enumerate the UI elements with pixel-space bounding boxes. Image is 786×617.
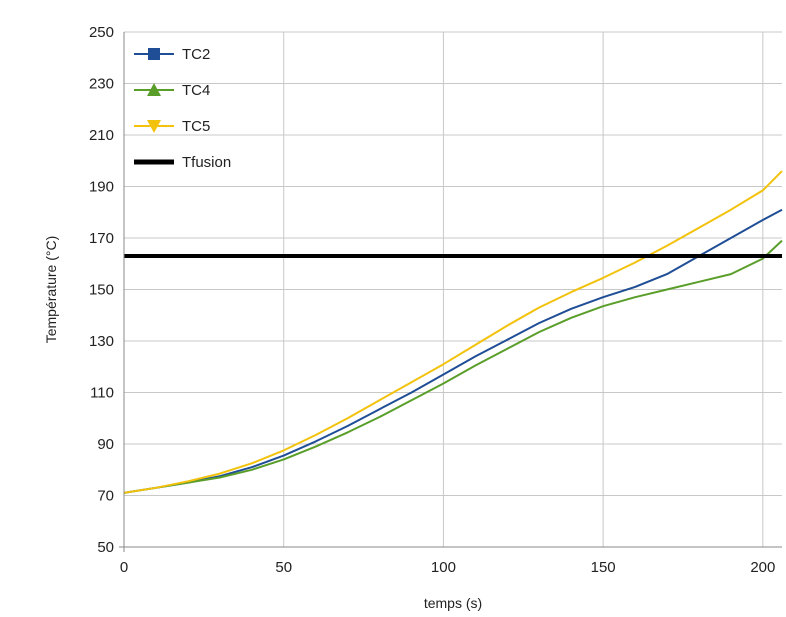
legend-label: Tfusion xyxy=(182,154,231,171)
x-tick-label-0: 0 xyxy=(120,559,128,576)
legend-item-tc5: TC5 xyxy=(134,118,210,135)
y-tick-label-6: 170 xyxy=(89,230,114,247)
y-tick-label-9: 230 xyxy=(89,76,114,93)
series-line-tc4 xyxy=(123,239,783,494)
y-tick-label-10: 250 xyxy=(89,24,114,41)
y-tick-label-7: 190 xyxy=(89,179,114,196)
y-axis-label: Température (°C) xyxy=(43,236,59,344)
legend: TC2 TC4 TC5 Tfusion xyxy=(134,46,231,171)
legend-item-tfusion: Tfusion xyxy=(134,154,231,171)
y-tick-label-0: 50 xyxy=(97,539,114,556)
x-tick-label-1: 50 xyxy=(275,559,292,576)
legend-label: TC5 xyxy=(182,118,210,135)
tick-labels: 50 70 90 110 130 150 170 190 210 230 250 0 50 100 150 2… xyxy=(89,24,775,576)
legend-item-tc4: TC4 xyxy=(134,82,210,99)
grid-lines xyxy=(123,31,782,548)
y-tick-label-2: 90 xyxy=(97,436,114,453)
x-tick-label-2: 100 xyxy=(431,559,456,576)
series-line-tc5 xyxy=(123,170,783,494)
x-tick-label-4: 200 xyxy=(750,559,775,576)
x-axis-label: temps (s) xyxy=(424,595,482,611)
x-tick-label-3: 150 xyxy=(591,559,616,576)
series-line-tc2 xyxy=(123,208,783,494)
series-lines xyxy=(123,170,783,494)
triangle-up-marker-icon xyxy=(147,83,161,96)
square-marker-icon xyxy=(148,48,160,60)
legend-item-tc2: TC2 xyxy=(134,46,210,63)
triangle-down-marker-icon xyxy=(147,120,161,133)
legend-label: TC4 xyxy=(182,82,210,99)
axes xyxy=(119,32,782,552)
y-tick-label-1: 70 xyxy=(97,488,114,505)
y-tick-label-8: 210 xyxy=(89,127,114,144)
legend-label: TC2 xyxy=(182,46,210,63)
y-tick-label-3: 110 xyxy=(90,385,114,402)
y-tick-label-4: 130 xyxy=(89,333,114,350)
y-tick-label-5: 150 xyxy=(89,282,114,299)
